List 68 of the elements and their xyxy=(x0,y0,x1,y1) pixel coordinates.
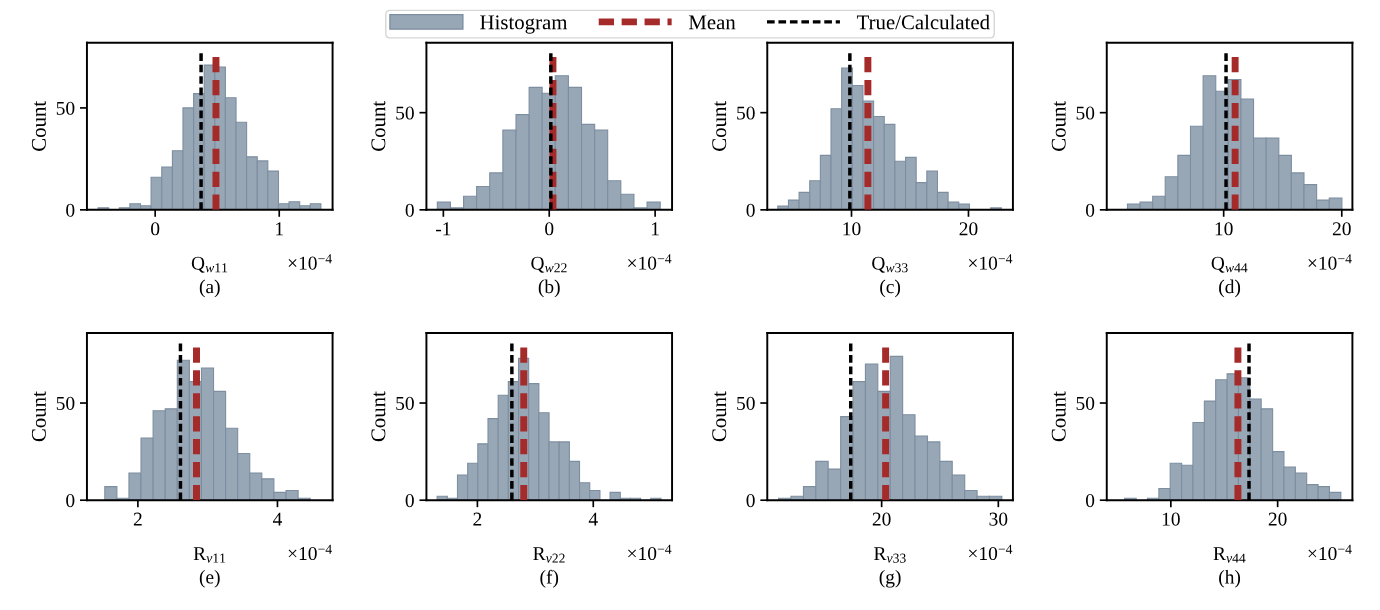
y-axis-title: Count xyxy=(1051,391,1066,442)
text: (c) xyxy=(880,279,901,298)
text: (e) xyxy=(199,569,220,588)
y-axis-title: Count xyxy=(31,391,46,442)
legend-label: Histogram xyxy=(480,15,568,34)
y-axis-title: Count xyxy=(712,100,727,151)
y-tick-label: 0 xyxy=(746,203,755,217)
x-tick-label: 20 xyxy=(872,512,891,526)
x-tick-label: 4 xyxy=(272,512,283,526)
y-tick-label: 50 xyxy=(1076,106,1095,120)
x-tick-label: 1 xyxy=(651,222,659,236)
y-tick-label: 50 xyxy=(1076,396,1095,410)
y-axis-title: Count xyxy=(1051,100,1066,151)
x-tick-label: 10 xyxy=(1162,512,1180,526)
text: (f) xyxy=(540,569,559,588)
x-tick-label: 10 xyxy=(843,222,861,236)
x-tick-label: 20 xyxy=(959,222,978,236)
x-tick-label: 1 xyxy=(276,222,283,236)
text: ×10$^{−4}$ xyxy=(1308,544,1352,561)
text: ×10$^{−4}$ xyxy=(968,254,1013,270)
y-tick-label: 50 xyxy=(396,396,414,410)
y-tick-label: 50 xyxy=(56,101,75,115)
y-axis-title: Count xyxy=(371,391,386,442)
x-axis-title: Q$_{w44}$ xyxy=(1211,256,1248,273)
x-axis-title: R$_{v22}$ xyxy=(533,547,565,563)
text: ×10$^{−4}$ xyxy=(288,254,332,270)
y-tick-label: 0 xyxy=(1085,203,1095,217)
text: ×10$^{−4}$ xyxy=(628,254,672,270)
text: (a) xyxy=(199,279,220,298)
y-axis-title: Count xyxy=(712,391,727,442)
text: (b) xyxy=(538,279,560,298)
text: (g) xyxy=(879,569,901,588)
y-tick-label: 50 xyxy=(737,106,755,120)
text: ×10$^{−4}$ xyxy=(288,544,332,561)
y-tick-label: 0 xyxy=(66,494,75,508)
x-axis-title: Q$_{w22}$ xyxy=(531,256,567,273)
y-tick-label: 0 xyxy=(746,494,755,508)
y-tick-label: 0 xyxy=(405,203,414,217)
legend-label: True/Calculated xyxy=(856,14,990,30)
y-tick-label: 50 xyxy=(56,396,75,410)
x-axis-title: R$_{v11}$ xyxy=(193,547,226,563)
x-tick-label: 4 xyxy=(588,512,598,526)
x-tick-label: 0 xyxy=(151,222,160,236)
y-tick-label: 50 xyxy=(396,106,414,120)
x-tick-label: -1 xyxy=(435,222,451,236)
x-tick-label: 30 xyxy=(989,512,1008,526)
y-tick-label: 0 xyxy=(66,203,75,217)
y-axis-title: Count xyxy=(371,100,386,151)
x-tick-label: 2 xyxy=(133,512,142,526)
x-tick-label: 0 xyxy=(545,222,554,236)
text: (h) xyxy=(1219,569,1241,588)
x-tick-label: 20 xyxy=(1268,512,1287,526)
x-tick-label: 2 xyxy=(473,512,482,526)
x-axis-title: R$_{v44}$ xyxy=(1213,547,1246,563)
text: ×10$^{−4}$ xyxy=(968,544,1013,561)
y-axis-title: Count xyxy=(31,100,46,151)
x-tick-label: 10 xyxy=(1215,222,1233,236)
y-tick-label: 0 xyxy=(1085,494,1095,508)
text: (d) xyxy=(1219,279,1241,298)
x-axis-title: Q$_{w33}$ xyxy=(872,256,908,273)
x-tick-label: 20 xyxy=(1332,222,1351,236)
x-axis-title: Q$_{w11}$ xyxy=(191,256,228,273)
legend-label: Mean xyxy=(688,15,736,30)
y-tick-label: 0 xyxy=(405,494,414,508)
text: ×10$^{−4}$ xyxy=(1308,254,1352,270)
text: ×10$^{−4}$ xyxy=(628,544,672,561)
y-tick-label: 50 xyxy=(737,396,755,410)
x-axis-title: R$_{v33}$ xyxy=(874,547,906,563)
